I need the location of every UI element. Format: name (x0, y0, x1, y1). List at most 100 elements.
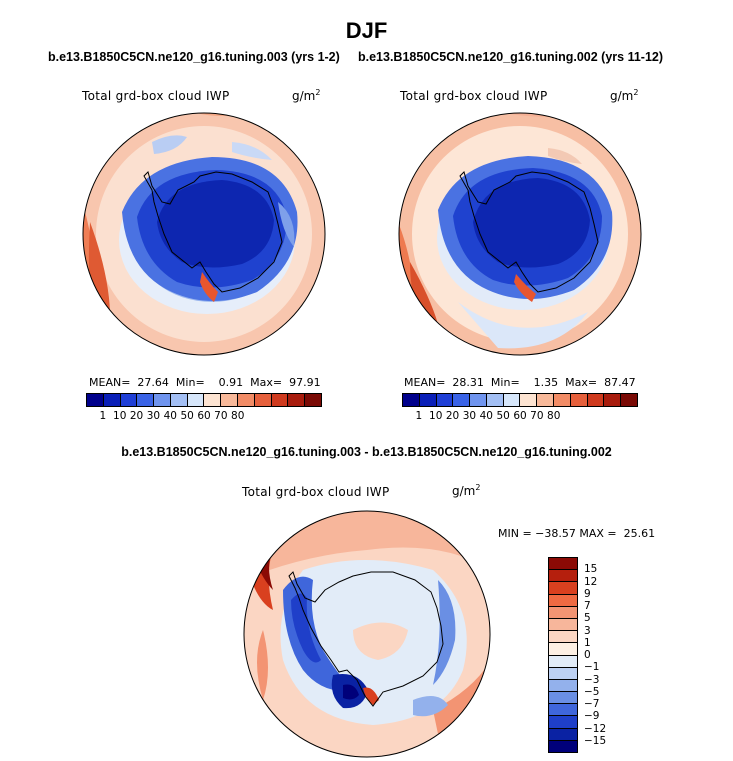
diff-variable-label: Total grd-box cloud IWP (242, 485, 390, 499)
panel1-colorbar-swatch (137, 394, 155, 406)
panel2-colorbar-tick-label: 50 (496, 410, 510, 422)
panel1-colorbar-swatch (221, 394, 239, 406)
panel1-colorbar-tick-label: 70 (214, 410, 228, 422)
diff-colorbar-tick-label: −7 (584, 698, 600, 710)
panel2-colorbar-tick-label: 40 (479, 410, 493, 422)
panel1-colorbar-tick-label: 10 (113, 410, 127, 422)
diff-colorbar-tick-label: −15 (584, 734, 607, 747)
diff-colorbar-swatch (549, 606, 577, 619)
panel2-colorbar-swatch (604, 394, 622, 406)
panel1-colorbar-swatch (187, 394, 205, 406)
panel1-colorbar-swatch (271, 394, 289, 406)
panel2-stats: MEAN= 28.31 Min= 1.35 Max= 87.47 (404, 376, 636, 389)
diff-colorbar-swatch (549, 643, 577, 656)
diff-colorbar-swatch (549, 558, 577, 571)
panel2-colorbar-tick-label: 30 (462, 410, 477, 422)
panel1-polar-map (82, 112, 326, 356)
diff-colorbar-swatch (549, 570, 577, 583)
panel2-colorbar-tick-label: 1 (415, 410, 423, 422)
panel1-colorbar-tick-label: 60 (197, 410, 211, 422)
panel2-colorbar-swatch (503, 394, 521, 406)
panel1-colorbar-tick-label: 40 (163, 410, 177, 422)
diff-colorbar-swatch (549, 679, 577, 693)
panel2-colorbar-tick-label: 80 (547, 410, 561, 422)
panel1-min-value: 0.91 (218, 376, 244, 389)
diff-colorbar-tick-label: 9 (584, 587, 591, 600)
panel2-min-label: Min= (490, 376, 520, 389)
panel2-colorbar-tick-label: 60 (513, 410, 527, 422)
panel1-colorbar-swatch (238, 394, 255, 406)
diff-colorbar-tick-label: 0 (584, 649, 591, 661)
diff-colorbar-swatch (549, 618, 577, 632)
panel2-colorbar-ticks: 1 10 20 30 40 50 60 70 80 (402, 410, 638, 424)
panel1-colorbar-swatch (254, 394, 272, 406)
diff-colorbar (548, 557, 578, 753)
diff-colorbar-tick-label: 5 (584, 612, 591, 625)
diff-colorbar-swatch (549, 667, 577, 680)
panel1-colorbar-swatch (120, 394, 138, 406)
panel2-colorbar-swatch (419, 394, 437, 406)
diff-case-label: b.e13.B1850C5CN.ne120_g16.tuning.003 - b… (121, 445, 612, 459)
panel2-colorbar-swatch (470, 394, 487, 406)
panel2-min-value: 1.35 (533, 376, 559, 389)
panel1-colorbar-tick-label: 50 (180, 410, 194, 422)
diff-colorbar-swatch (549, 740, 577, 752)
panel2-colorbar-swatch (570, 394, 588, 406)
diff-colorbar-tick-label: −1 (584, 661, 600, 674)
panel1-colorbar-tick-label: 1 (99, 410, 107, 422)
diff-colorbar-tick-label: 12 (584, 575, 598, 588)
panel1-colorbar (86, 393, 322, 407)
diff-colorbar-tick-label: −5 (584, 685, 600, 698)
diff-colorbar-tick-label: −3 (584, 673, 600, 686)
panel1-colorbar-swatch (170, 394, 188, 406)
panel1-case-label: b.e13.B1850C5CN.ne120_g16.tuning.003 (yr… (48, 50, 340, 64)
panel2-colorbar-swatch (403, 394, 420, 406)
diff-polar-map (243, 510, 491, 758)
panel1-colorbar-swatch (305, 394, 321, 406)
panel1-mean-label: MEAN= (89, 376, 131, 389)
diff-colorbar-swatch (549, 716, 577, 729)
figure-title: DJF (345, 18, 388, 43)
diff-colorbar-swatch (549, 704, 577, 717)
panel1-colorbar-tick-label: 20 (129, 410, 144, 422)
panel2-max-label: Max= (565, 376, 598, 389)
panel2-mean-value: 28.31 (452, 376, 484, 389)
panel2-colorbar-swatch (453, 394, 471, 406)
panel1-colorbar-swatch (204, 394, 222, 406)
diff-units: g/m2 (452, 483, 481, 498)
panel2-units: g/m2 (610, 88, 639, 103)
panel1-colorbar-tick-label: 30 (146, 410, 161, 422)
panel2-colorbar-swatch (520, 394, 538, 406)
diff-colorbar-swatch (549, 655, 577, 668)
panel2-mean-label: MEAN= (404, 376, 446, 389)
panel1-colorbar-ticks: 1 10 20 30 40 50 60 70 80 (86, 410, 322, 424)
panel1-max-value: 97.91 (289, 376, 321, 389)
diff-colorbar-swatch (549, 631, 577, 644)
panel2-case-label: b.e13.B1850C5CN.ne120_g16.tuning.002 (yr… (358, 50, 664, 64)
panel1-min-label: Min= (175, 376, 205, 389)
panel2-colorbar-swatch (621, 394, 637, 406)
diff-colorbar-tick-label: 3 (584, 624, 591, 637)
panel2-colorbar-swatch (554, 394, 571, 406)
panel1-mean-value: 27.64 (137, 376, 169, 389)
panel2-colorbar (402, 393, 638, 407)
panel1-colorbar-swatch (288, 394, 306, 406)
panel2-colorbar-tick-label: 20 (445, 410, 460, 422)
diff-minmax: MIN = −38.57 MAX = 25.61 (498, 527, 656, 540)
panel1-units: g/m2 (292, 88, 321, 103)
panel2-max-value: 87.47 (604, 376, 636, 389)
panel2-colorbar-swatch (587, 394, 605, 406)
panel2-colorbar-tick-label: 70 (530, 410, 544, 422)
panel2-colorbar-swatch (436, 394, 454, 406)
panel1-colorbar-swatch (87, 394, 104, 406)
panel2-colorbar-swatch (537, 394, 555, 406)
diff-colorbar-tick-label: −9 (584, 710, 600, 723)
panel1-stats: MEAN= 27.64 Min= 0.91 Max= 97.91 (89, 376, 321, 389)
panel2-colorbar-swatch (486, 394, 504, 406)
diff-colorbar-tick-label: 7 (584, 600, 591, 612)
panel1-max-label: Max= (250, 376, 283, 389)
panel2-variable-label: Total grd-box cloud IWP (400, 89, 548, 103)
panel1-colorbar-tick-label: 80 (231, 410, 245, 422)
diff-colorbar-swatch (549, 594, 577, 607)
panel1-colorbar-swatch (103, 394, 121, 406)
